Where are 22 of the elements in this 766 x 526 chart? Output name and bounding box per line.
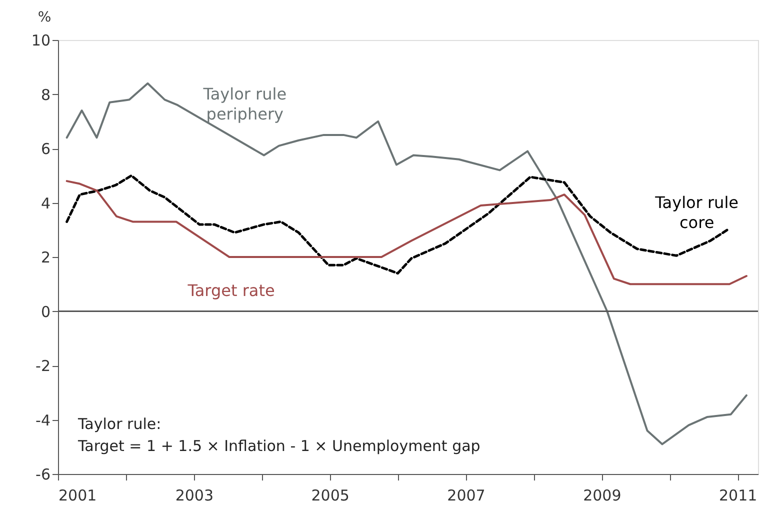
x-tick-label: 2011 [719,486,758,504]
y-tick-label: 6 [40,140,50,158]
y-tick-label: 4 [40,194,50,212]
y-axis-title: % [38,10,52,26]
annotation: Target = 1 + 1.5 × Inflation - 1 × Unemployment gap [77,437,480,455]
x-tick-label: 2005 [311,486,350,504]
series-label: Taylor rule core [654,192,738,232]
x-tick-label: 2001 [58,486,97,504]
x-tick-label: 2007 [447,486,486,504]
y-tick-label: -6 [36,466,50,484]
y-tick-label: 10 [31,32,50,50]
y-tick-label: 0 [40,302,50,321]
series-label: Target rate [186,280,275,300]
x-tick-label: 2009 [583,486,622,504]
series-label: Taylor rule periphery [202,84,287,124]
line-series [66,180,748,286]
y-tick-label: -4 [36,411,50,430]
y-tick-label: 8 [40,86,50,104]
y-tick-label: 2 [40,248,50,266]
annotation: Taylor rule: [77,415,162,433]
x-tick-label: 2003 [175,486,214,504]
y-tick-label: -2 [36,357,50,375]
